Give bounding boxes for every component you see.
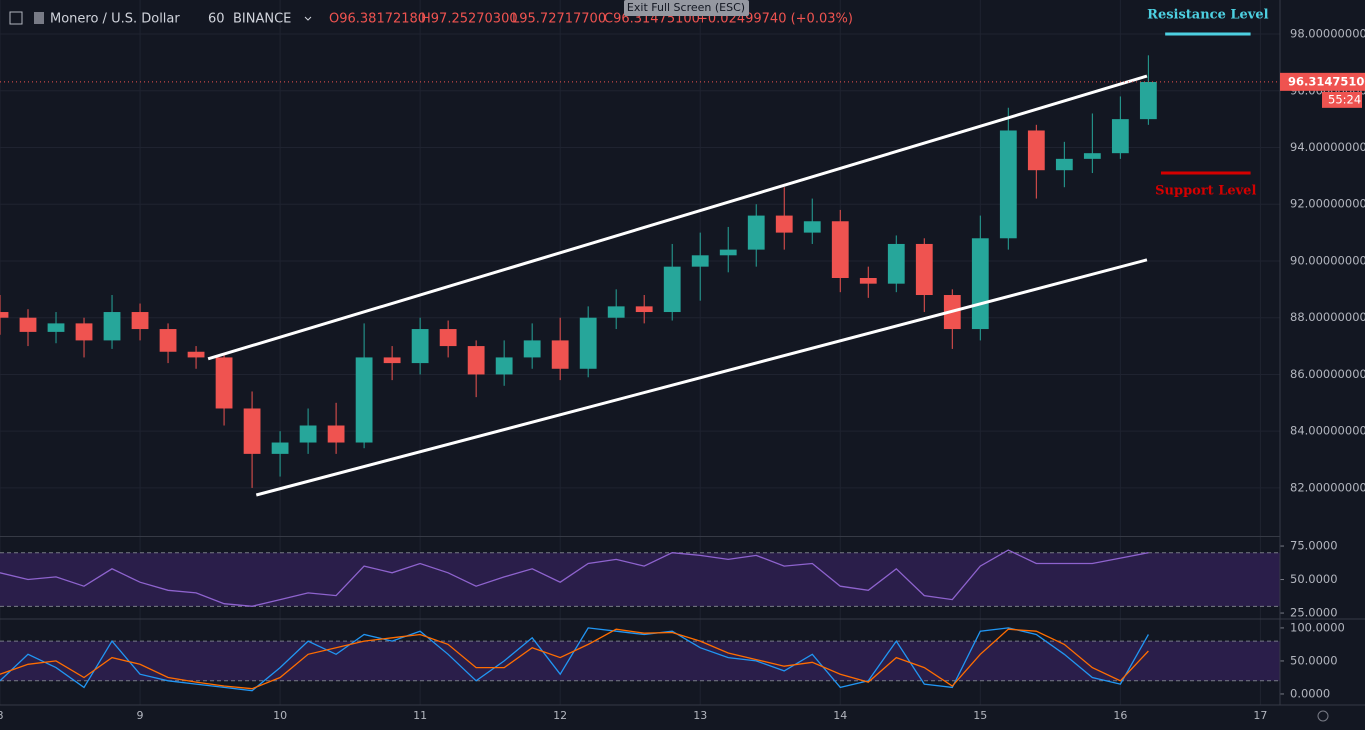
y-tick-label: 75.0000 (1290, 539, 1338, 553)
candle-body (635, 306, 653, 313)
symbol-icon (34, 12, 44, 24)
x-tick-label: 8 (0, 709, 4, 722)
candle-body (411, 329, 429, 364)
candle-body (831, 221, 849, 278)
candle-body (19, 317, 37, 332)
last-price-tag (1280, 72, 1365, 91)
candle-body (271, 442, 289, 454)
exit-button-label[interactable]: Exit Full Screen (ESC) (627, 1, 745, 14)
candle-body (131, 312, 149, 330)
candle-body (355, 357, 373, 443)
last-price-label: 96.31475100 (1288, 74, 1365, 88)
candle-body (691, 255, 709, 267)
y-tick-label: 50.0000 (1290, 572, 1338, 586)
y-tick-label: 94.00000000 (1290, 140, 1365, 154)
candle-body (187, 351, 205, 358)
candle-body (579, 317, 597, 369)
candle-body (383, 357, 401, 364)
candle-body (1111, 119, 1129, 154)
candle-body (747, 215, 765, 250)
level-label: Resistance Level (1147, 8, 1268, 23)
x-tick-label: 17 (1253, 709, 1267, 722)
candle-body (971, 238, 989, 330)
x-tick-label: 11 (413, 709, 427, 722)
y-tick-label: 98.00000000 (1290, 27, 1365, 41)
indicator-line (0, 549, 1149, 607)
dropdown-icon[interactable] (304, 16, 312, 21)
high-value: H97.25270300 (421, 12, 518, 27)
low-value: L95.72717700 (512, 12, 606, 27)
y-tick-label: 86.00000000 (1290, 367, 1365, 381)
candle-body (47, 323, 65, 332)
x-tick-label: 14 (833, 709, 847, 722)
y-tick-label: 92.00000000 (1290, 197, 1365, 211)
x-tick-label: 13 (693, 709, 707, 722)
y-tick-label: 50.0000 (1290, 653, 1338, 667)
band (0, 641, 1280, 681)
y-tick-label: 0.0000 (1290, 686, 1330, 700)
countdown-tag (1322, 91, 1362, 108)
candle-body (803, 221, 821, 233)
candle-body (887, 243, 905, 284)
candle-body (551, 340, 569, 369)
candle-body (719, 249, 737, 256)
x-tick-label: 12 (553, 709, 567, 722)
candle-body (0, 312, 9, 318)
band (0, 552, 1280, 607)
interval[interactable]: 60 (208, 12, 225, 27)
candle-body (775, 215, 793, 233)
x-tick-label: 10 (273, 709, 287, 722)
candle-body (999, 130, 1017, 239)
y-tick-label: 82.00000000 (1290, 480, 1365, 494)
settings-icon[interactable] (1317, 710, 1329, 722)
x-tick-label: 15 (973, 709, 987, 722)
indicator-line (0, 628, 1149, 690)
expand-icon[interactable] (9, 11, 23, 25)
candle-body (467, 346, 485, 375)
y-tick-label: 90.00000000 (1290, 253, 1365, 267)
candle-body (1027, 130, 1045, 171)
candle-body (663, 266, 681, 313)
x-tick-label: 9 (137, 709, 144, 722)
candle-body (299, 425, 317, 443)
candle-body (75, 323, 93, 341)
candle-body (1139, 81, 1157, 120)
y-tick-label: 100.0000 (1290, 620, 1345, 634)
exit-button[interactable] (624, 0, 749, 16)
candle-body (523, 340, 541, 358)
trend-line (207, 74, 1148, 361)
y-tick-label: 84.00000000 (1290, 424, 1365, 438)
y-tick-label: 25.0000 (1290, 606, 1338, 620)
candle-body (495, 357, 513, 375)
symbol[interactable]: Monero / U.S. Dollar (50, 12, 180, 27)
level-label: Support Level (1155, 184, 1256, 199)
candle-body (327, 425, 345, 443)
candle-body (1055, 158, 1073, 171)
candle-body (607, 306, 625, 318)
trend-line (255, 258, 1148, 497)
plot: 8 9 10 11 12 13 14 15 16 17 (0, 0, 1284, 722)
open-value: O96.38172180 (329, 12, 426, 27)
candle-body (243, 408, 261, 454)
candle-body (859, 277, 877, 284)
exchange[interactable]: BINANCE (233, 12, 291, 27)
y-tick-label: 88.00000000 (1290, 310, 1365, 324)
countdown-label: 55:24 (1328, 92, 1361, 106)
candle-body (159, 329, 177, 352)
candle-body (215, 357, 233, 409)
candle-body (439, 329, 457, 347)
candle-body (1083, 153, 1101, 159)
candle-body (915, 243, 933, 296)
x-tick-label: 16 (1113, 709, 1127, 722)
candle-body (103, 312, 121, 341)
